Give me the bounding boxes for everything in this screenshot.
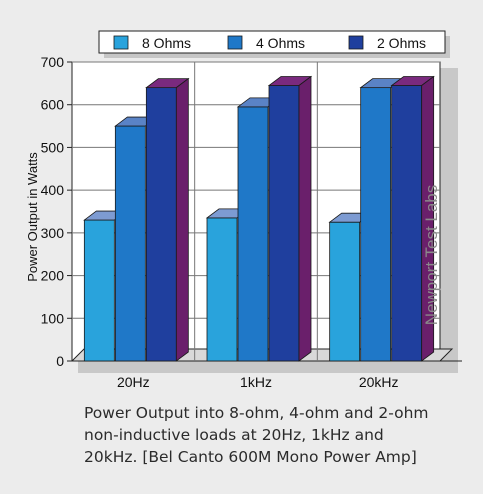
- bar-side: [298, 75, 312, 362]
- y-tick-label: 400: [41, 182, 65, 198]
- bar-front: [114, 125, 146, 362]
- legend-label: 4 Ohms: [256, 35, 305, 51]
- y-tick-label: 700: [41, 54, 65, 70]
- y-tick-label: 500: [41, 139, 65, 155]
- legend-label: 2 Ohms: [377, 35, 426, 51]
- figure-caption: Power Output into 8-ohm, 4-ohm and 2-ohm…: [84, 402, 480, 468]
- bar-front: [360, 87, 392, 362]
- bar-front: [268, 85, 300, 362]
- x-tick-label: 20kHz: [359, 374, 399, 390]
- y-tick-labels: 0 100 200 300 400 500 600 700: [41, 54, 65, 369]
- y-axis-label: Power Output in Watts: [25, 152, 40, 282]
- bar-front: [145, 87, 177, 362]
- y-tick-label: 0: [56, 353, 64, 369]
- bar: [83, 210, 128, 362]
- bar-front: [329, 221, 361, 362]
- bar-front: [237, 106, 269, 362]
- y-tick-label: 100: [41, 310, 65, 326]
- bar-front: [83, 219, 115, 362]
- bars: [83, 75, 435, 362]
- bar: [328, 212, 373, 362]
- bar-front: [391, 85, 423, 362]
- bar-chart: 0 100 200 300 400 500 600 700 20Hz 1kHz 20kHz Pow…: [25, 30, 462, 390]
- legend-swatch: [348, 35, 364, 50]
- bar: [236, 97, 282, 362]
- bar-side: [175, 77, 189, 362]
- y-tick-label: 300: [41, 225, 65, 241]
- bar-side: [421, 75, 435, 362]
- legend-label: 8 Ohms: [142, 35, 191, 51]
- caption-line-1: Power Output into 8-ohm, 4-ohm and 2-ohm: [84, 404, 429, 422]
- legend: 8 Ohms 4 Ohms 2 Ohms: [98, 30, 450, 58]
- legend-swatch: [113, 35, 129, 50]
- caption-line-2: non-inductive loads at 20Hz, 1kHz and: [84, 426, 384, 444]
- bar: [390, 75, 435, 362]
- legend-swatch: [227, 35, 243, 50]
- y-tick-label: 600: [41, 97, 65, 113]
- bar: [145, 77, 190, 362]
- caption-line-3: 20kHz. [Bel Canto 600M Mono Power Amp]: [84, 448, 417, 466]
- watermark-text: Newport Test Labs: [422, 185, 441, 325]
- x-tick-labels: 20Hz 1kHz 20kHz: [117, 374, 399, 390]
- x-tick-label: 20Hz: [117, 374, 150, 390]
- bar: [267, 75, 313, 362]
- bar: [359, 78, 404, 362]
- x-tick-label: 1kHz: [240, 374, 272, 390]
- bar-front: [206, 217, 238, 362]
- y-tick-label: 200: [41, 268, 65, 284]
